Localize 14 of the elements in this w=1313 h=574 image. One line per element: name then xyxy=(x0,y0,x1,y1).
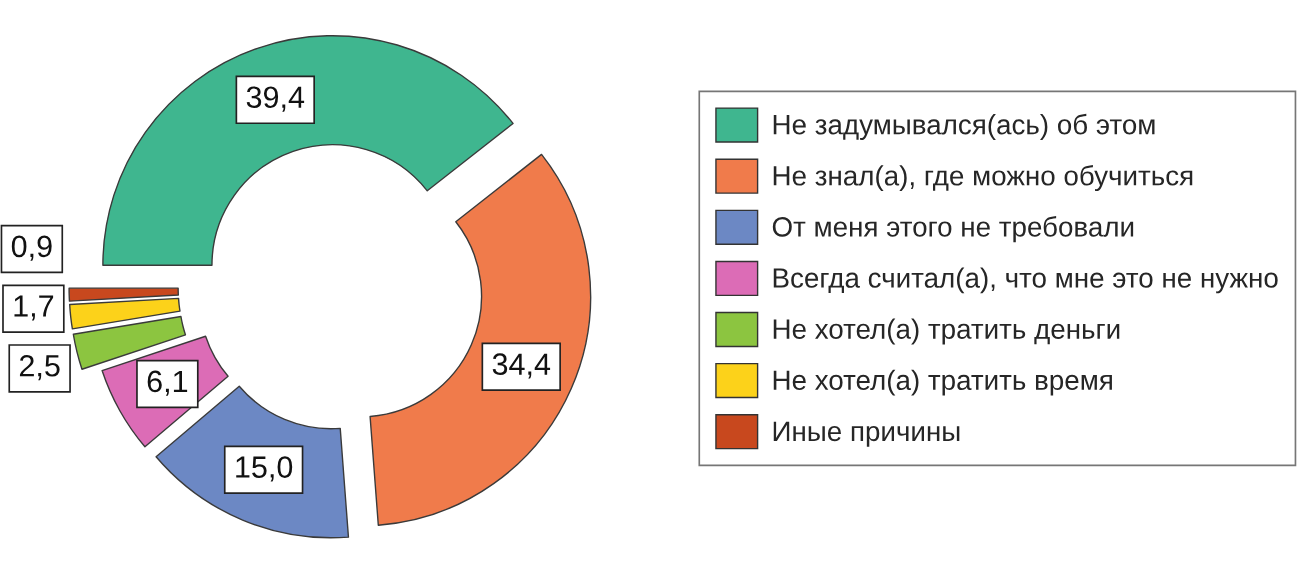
legend-label: Всегда считал(а), что мне это не нужно xyxy=(773,267,1278,294)
legend-label: Не хотел(а) тратить деньги xyxy=(773,318,1120,345)
data-label: 15,0 xyxy=(236,456,293,482)
legend-label: Не знал(а), где можно обучиться xyxy=(773,164,1193,192)
data-label: 39,4 xyxy=(246,86,305,112)
data-label: 0,9 xyxy=(11,235,52,261)
data-label: 1,7 xyxy=(14,295,54,321)
legend-label: Иные причины xyxy=(773,421,960,447)
legend-label: Не задумывался(ась) об этом xyxy=(773,113,1155,140)
legend-label: Не хотел(а) тратить время xyxy=(773,369,1112,396)
data-label: 6,1 xyxy=(147,370,188,396)
data-label: 34,4 xyxy=(492,353,551,379)
data-label: 2,5 xyxy=(19,354,60,381)
legend-label: От меня этого не требовали xyxy=(772,216,1134,243)
